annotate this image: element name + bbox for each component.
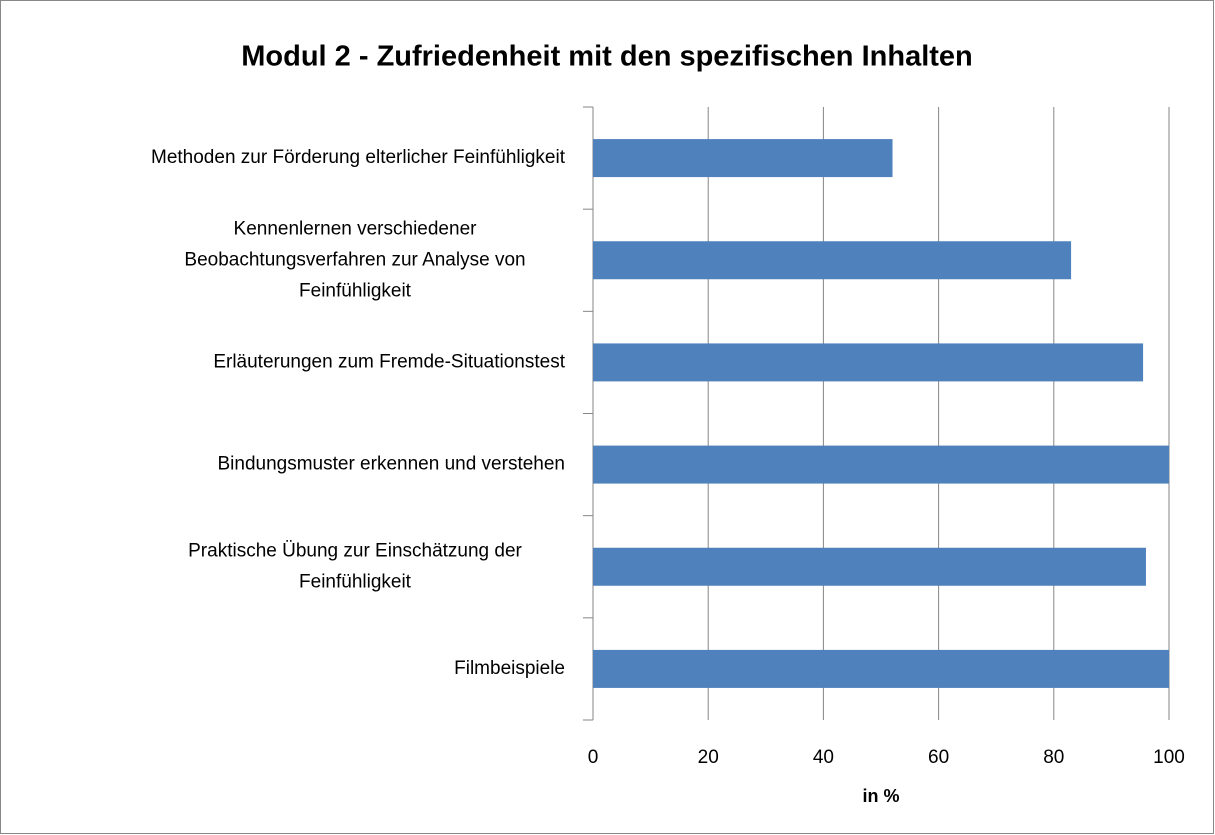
x-tick-label: 60	[928, 747, 949, 768]
y-tick-label: Bindungsmuster erkennen und verstehen	[217, 454, 565, 475]
y-tick-label: Kennenlernen verschiedener Beobachtungsve…	[184, 218, 525, 301]
bar	[593, 241, 1072, 280]
x-tick-label: 0	[588, 747, 599, 768]
x-tick-label: 100	[1153, 747, 1185, 768]
bar	[593, 547, 1146, 586]
bar	[593, 343, 1144, 382]
chart-title: Modul 2 - Zufriedenheit mit den spezifis…	[241, 41, 973, 73]
x-tick-label: 40	[813, 747, 834, 768]
x-tick-label: 80	[1043, 747, 1064, 768]
y-tick-label: Methoden zur Förderung elterlicher Feinf…	[151, 147, 566, 168]
bar	[593, 445, 1169, 484]
x-tick-label: 20	[698, 747, 719, 768]
y-tick-label: Praktische Übung zur Einschätzung der Fei…	[188, 540, 522, 592]
y-tick-label: Filmbeispiele	[454, 658, 565, 679]
y-tick-label: Erläuterungen zum Fremde-Situationstest	[213, 351, 565, 372]
bar	[593, 139, 893, 178]
bar	[593, 649, 1169, 688]
x-axis-label: in %	[862, 786, 899, 806]
